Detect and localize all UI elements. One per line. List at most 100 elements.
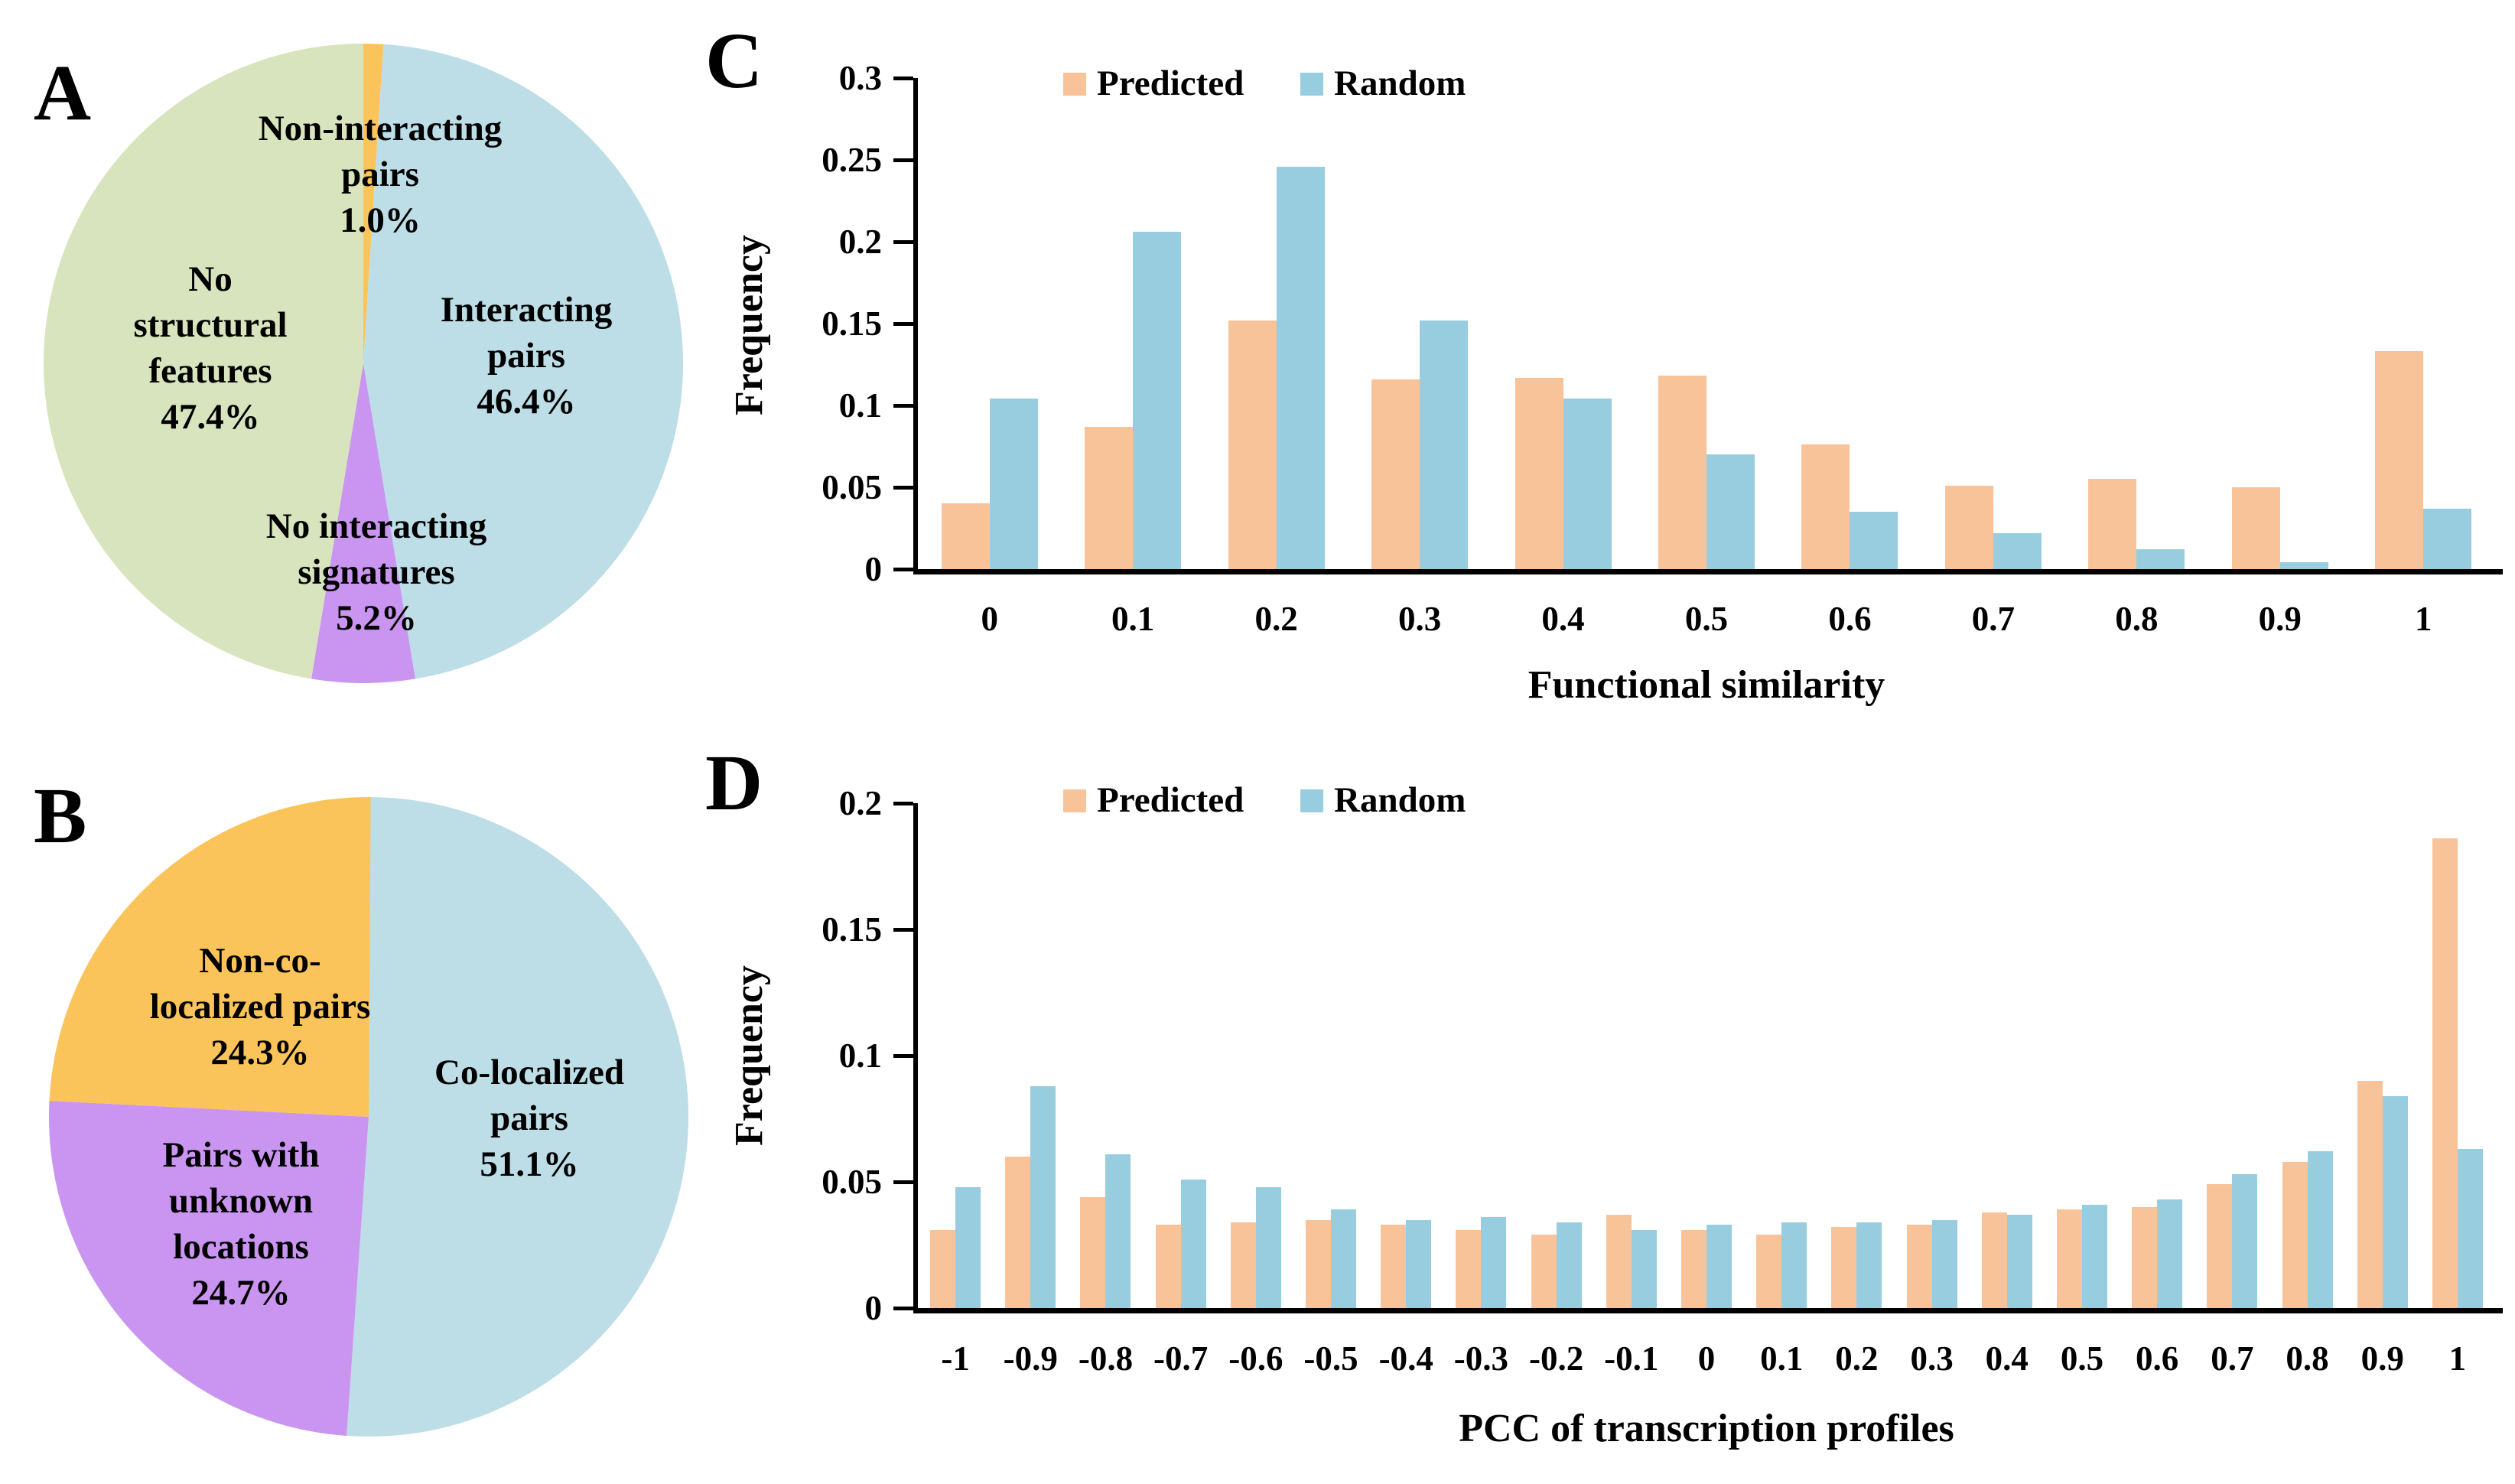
bar-random-0.7 — [1993, 532, 2042, 569]
bar-predicted-0.2 — [1228, 320, 1277, 569]
legend-swatch-random — [1300, 73, 1323, 96]
bar-predicted-0.7 — [1944, 485, 1993, 569]
y-tick-label-0.25: 0.25 — [822, 141, 882, 179]
bar-random--0.3 — [1481, 1217, 1507, 1308]
bar-predicted-0.2 — [1831, 1227, 1857, 1308]
bar-predicted-0.6 — [1801, 444, 1850, 569]
y-tick-label-0.15: 0.15 — [822, 910, 882, 949]
legend-swatch-random — [1300, 789, 1323, 812]
x-tick-label-0: 0 — [1697, 1339, 1716, 1378]
y-tick-0.2 — [893, 239, 913, 244]
y-axis-line — [913, 78, 918, 574]
x-tick-label-0.1: 0.1 — [1760, 1339, 1804, 1378]
bar-predicted-0.5 — [2056, 1209, 2082, 1308]
bar-random-0.5 — [1706, 454, 1755, 569]
x-tick-label-1: 1 — [2415, 600, 2432, 638]
x-tick-label-0: 0 — [981, 600, 998, 638]
x-tick-label--0.5: -0.5 — [1303, 1339, 1358, 1378]
x-tick-label-0.6: 0.6 — [1828, 600, 1872, 638]
bar-predicted-0.9 — [2357, 1081, 2383, 1308]
bar-random-0.4 — [1563, 399, 1612, 569]
bar-predicted--0.3 — [1456, 1229, 1482, 1308]
x-tick-label--0.4: -0.4 — [1378, 1339, 1433, 1378]
pie-slice-label-non-co-localized-pairs: Non-co-localized pairs 24.3% — [46, 938, 474, 1076]
bar-predicted--1 — [930, 1229, 956, 1308]
x-tick-label-0.6: 0.6 — [2136, 1339, 2179, 1378]
x-tick-label--1: -1 — [941, 1339, 970, 1378]
y-tick-label-0.05: 0.05 — [822, 1163, 882, 1201]
bar-random-1 — [2457, 1149, 2483, 1308]
x-tick-label-0.1: 0.1 — [1111, 600, 1155, 638]
pie-slice-label-co-localized-pairs: Co-localized pairs 51.1% — [315, 1050, 743, 1187]
pie-label-line: No interacting — [265, 506, 487, 546]
bar-random--0.9 — [1030, 1085, 1056, 1308]
x-axis-line — [913, 569, 2503, 574]
y-tick-0.3 — [893, 76, 913, 80]
pie-slice-co-localized-pairs — [347, 797, 688, 1437]
x-tick-label-0.8: 0.8 — [2115, 600, 2159, 638]
bar-random-0.1 — [1781, 1222, 1807, 1308]
x-tick-label--0.2: -0.2 — [1528, 1339, 1584, 1378]
y-tick-label-0.1: 0.1 — [838, 386, 882, 425]
y-tick-label-0.2: 0.2 — [838, 784, 882, 822]
legend-swatch-predicted — [1063, 73, 1086, 96]
y-tick-0 — [893, 567, 913, 571]
x-tick-label-0.2: 0.2 — [1835, 1339, 1879, 1378]
panel-c-letter: C — [705, 17, 763, 105]
pie-label-line: 51.1% — [480, 1144, 579, 1184]
x-tick-label-0.8: 0.8 — [2286, 1339, 2329, 1378]
bar-predicted--0.6 — [1230, 1222, 1256, 1308]
bar-random--0.8 — [1105, 1154, 1131, 1308]
y-tick-0.2 — [893, 801, 913, 805]
y-tick-0.15 — [893, 321, 913, 326]
bar-random--0.5 — [1331, 1209, 1357, 1308]
y-tick-label-0: 0 — [864, 550, 883, 588]
pie-label-line: No — [188, 259, 233, 299]
bar-predicted-0.4 — [1515, 377, 1563, 569]
x-tick-label-1: 1 — [2448, 1339, 2467, 1378]
y-tick-0.25 — [893, 158, 913, 162]
bar-random-0.9 — [2382, 1095, 2408, 1308]
x-axis-title: Functional similarity — [1528, 663, 1885, 707]
bar-random-0.8 — [2307, 1151, 2333, 1308]
pie-slice-non-interacting-pairs — [363, 44, 384, 363]
bar-predicted-0 — [1681, 1229, 1706, 1308]
y-axis-line — [913, 803, 918, 1313]
pie-slice-no-interacting-signatures — [311, 363, 415, 683]
bar-predicted--0.7 — [1155, 1225, 1181, 1308]
pie-label-line: 47.4% — [161, 397, 260, 437]
pie-label-line: Non-interacting — [258, 109, 503, 148]
x-tick-label-0.4: 0.4 — [1985, 1339, 2029, 1378]
bar-predicted-1 — [2375, 351, 2424, 569]
x-tick-label-0.3: 0.3 — [1397, 600, 1442, 638]
x-tick-label-0.2: 0.2 — [1254, 600, 1298, 638]
panel-b-letter: B — [34, 772, 87, 860]
y-tick-0.1 — [893, 1053, 913, 1058]
x-tick-label-0.5: 0.5 — [2060, 1339, 2104, 1378]
x-axis-line — [913, 1308, 2503, 1313]
bar-random-0.4 — [2006, 1214, 2032, 1308]
bar-predicted--0.5 — [1306, 1219, 1332, 1308]
bar-random-0.5 — [2081, 1204, 2107, 1308]
bar-random--0.6 — [1255, 1186, 1281, 1308]
pie-label-line: unknown — [168, 1181, 314, 1221]
bar-predicted-0.6 — [2132, 1207, 2158, 1308]
pie-label-line: pairs — [341, 155, 419, 194]
pie-slice-label-pairs-with-unknown-locations: Pairs with unknown locations 24.7% — [27, 1132, 455, 1316]
x-tick-label--0.9: -0.9 — [1003, 1339, 1058, 1378]
pie-label-line: 1.0% — [340, 200, 421, 240]
legend-label-predicted: Predicted — [1097, 63, 1244, 103]
bar-random-0.2 — [1276, 166, 1325, 569]
bar-random--0.7 — [1180, 1179, 1206, 1308]
bar-random-1 — [2423, 508, 2472, 569]
pie-a — [44, 44, 683, 683]
bar-predicted--0.2 — [1531, 1235, 1557, 1308]
pie-b — [49, 797, 688, 1437]
pie-label-line: 5.2% — [336, 598, 417, 638]
bar-random-0.6 — [2157, 1199, 2183, 1308]
legend-swatch-predicted — [1063, 789, 1086, 812]
x-tick-label-0.7: 0.7 — [1971, 600, 2016, 638]
y-tick-label-0.3: 0.3 — [838, 59, 882, 97]
bar-predicted-0.9 — [2231, 487, 2280, 569]
